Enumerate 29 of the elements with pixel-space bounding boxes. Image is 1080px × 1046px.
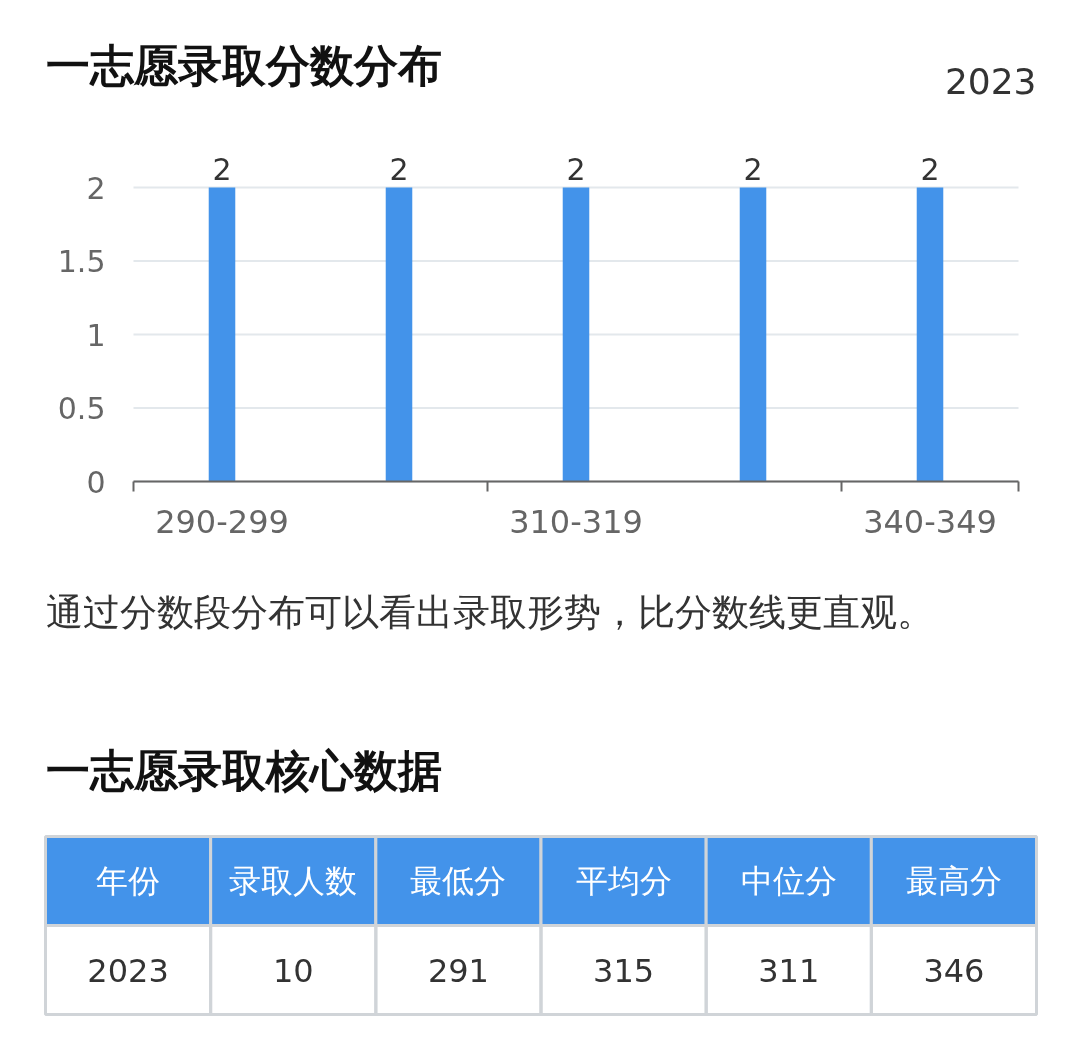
data-label: 2 [743,151,763,187]
x-tick-label: 310-319 [509,502,643,541]
chart-title: 一志愿录取分数分布 [45,40,442,91]
data-label: 2 [920,151,940,187]
category-label: 录取人数 [229,862,358,900]
category-label: 平均分 [575,862,672,900]
data-label: 2 [389,151,409,187]
category-label: 最低分 [410,862,507,900]
category-label: 年份 [96,862,161,900]
y-tick-label: 1 [86,317,106,353]
data-label: 311 [758,951,820,990]
text: 通过分数段分布可以看出录取形势，比分数线更直观。 [45,591,934,634]
chart-subtitle: 2023 [944,60,1037,102]
category-label: 最高分 [905,862,1002,900]
data-label: 2 [566,151,586,187]
x-tick-label: 290-299 [155,502,289,541]
y-tick-label: 2 [86,170,106,206]
y-tick-label: 1.5 [57,244,106,279]
data-label: 291 [427,951,489,990]
data-label: 10 [272,951,314,990]
x-tick-label: 340-349 [863,502,997,541]
category-label: 中位分 [740,862,837,900]
y-tick-label: 0.5 [57,391,106,426]
data-label: 315 [593,951,655,990]
data-label: 2023 [87,951,169,990]
text: 一志愿录取核心数据 [45,745,442,796]
data-label: 2 [212,151,232,187]
data-label: 346 [923,951,985,990]
y-tick-label: 0 [86,464,106,500]
